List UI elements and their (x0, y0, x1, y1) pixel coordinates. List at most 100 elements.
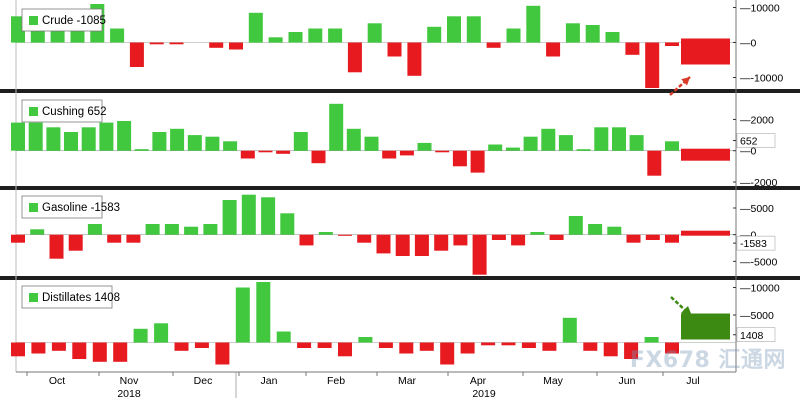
bar (566, 23, 580, 42)
x-year-label: 2019 (472, 388, 496, 400)
bar (209, 43, 223, 48)
bar (473, 235, 487, 275)
latest-value-label: 1408 (740, 330, 764, 342)
bar (188, 135, 202, 151)
bar (461, 343, 475, 354)
bar (205, 137, 219, 151)
bar (407, 43, 421, 76)
y-tick-label: —10000 (740, 3, 780, 15)
bar (107, 235, 121, 243)
bar (396, 235, 410, 256)
bar (588, 224, 602, 235)
bar (399, 343, 413, 354)
legend-swatch (29, 203, 38, 212)
panel-separator (0, 276, 800, 280)
bar (624, 343, 638, 360)
bar (559, 135, 573, 151)
bar (542, 343, 556, 351)
x-tick-label: Jul (686, 375, 699, 387)
bar (154, 323, 168, 342)
y-tick-label: —-5000 (740, 256, 778, 268)
bar (357, 235, 371, 243)
bar (630, 135, 644, 151)
bar (507, 29, 521, 43)
distillates-arrow (671, 297, 686, 311)
bar (530, 232, 544, 235)
bar (269, 37, 283, 42)
bar (440, 343, 454, 365)
legend-label: Cushing 652 (42, 106, 107, 118)
panel-separator (0, 186, 800, 190)
bar (195, 343, 209, 349)
bar (400, 151, 414, 156)
y-tick-label: —0 (740, 146, 757, 158)
bar (365, 137, 379, 151)
bar (72, 343, 86, 360)
bar (347, 129, 361, 151)
y-tick-label: —-10000 (740, 73, 783, 85)
y-tick-label: —2000 (740, 114, 774, 126)
bar (259, 151, 273, 153)
y-tick-label: —5000 (740, 310, 774, 322)
y-tick-label: —10000 (740, 283, 780, 295)
bar (236, 288, 250, 343)
bar (645, 43, 659, 89)
bar (126, 235, 140, 243)
bar (50, 235, 64, 259)
bar (645, 337, 659, 343)
bar (607, 227, 621, 235)
bar (586, 25, 600, 43)
bar (223, 200, 237, 235)
bar (318, 343, 332, 349)
bar (69, 235, 83, 251)
bar (300, 235, 314, 246)
bar (223, 141, 237, 150)
bar (348, 43, 362, 73)
bar (11, 343, 25, 357)
bar (229, 43, 243, 50)
legend-swatch (29, 107, 38, 116)
bar (294, 132, 308, 151)
bar (435, 151, 449, 153)
x-tick-label: Nov (120, 375, 139, 387)
bar (506, 148, 520, 151)
bar (170, 43, 184, 45)
bar (150, 43, 164, 45)
bar (11, 235, 25, 243)
bar (319, 232, 333, 235)
latest-value-label: -1583 (740, 238, 767, 250)
bar (467, 16, 481, 42)
bar (203, 224, 217, 235)
x-tick-label: Jun (619, 375, 636, 387)
bar (646, 235, 660, 240)
latest-bar (681, 231, 730, 236)
bar (64, 132, 78, 151)
x-tick-label: May (543, 375, 564, 387)
bar (152, 132, 166, 151)
bar (261, 197, 275, 234)
bar (382, 151, 396, 159)
bar (358, 337, 372, 343)
bar (447, 16, 461, 42)
bar (453, 151, 467, 167)
latest-bar (681, 314, 730, 340)
bar (502, 343, 516, 346)
bar (368, 23, 382, 42)
bar (434, 235, 448, 251)
bar (418, 143, 432, 151)
bar (546, 43, 560, 57)
bar (625, 43, 639, 55)
bar (665, 343, 679, 354)
bar (338, 235, 352, 236)
bar (99, 123, 113, 151)
x-tick-label: Dec (194, 375, 213, 387)
bar (215, 343, 229, 365)
bar (117, 121, 131, 151)
bar (146, 224, 160, 235)
x-tick-label: Oct (49, 375, 65, 387)
bar (471, 151, 485, 173)
bar (297, 343, 311, 349)
bar (550, 235, 564, 240)
x-year-label: 2018 (117, 388, 141, 400)
bar (134, 329, 148, 343)
